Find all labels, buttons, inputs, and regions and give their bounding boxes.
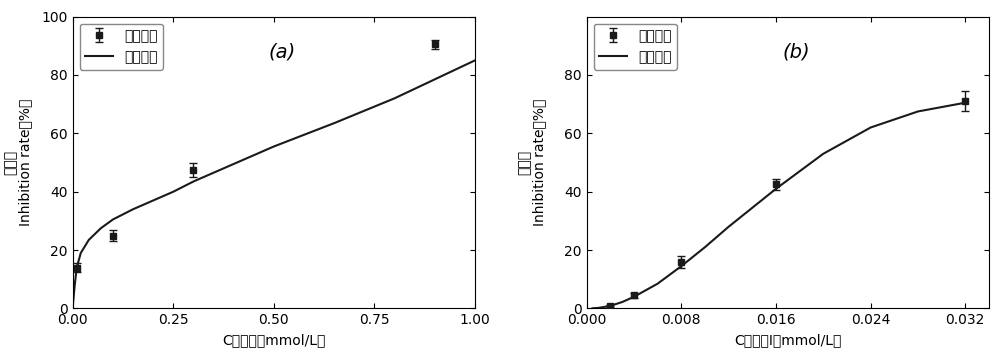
Text: (b): (b) (782, 42, 810, 61)
Y-axis label: Inhibition rate（%）: Inhibition rate（%） (532, 99, 546, 226)
Legend: 抑制曲线, 拟合曲线: 抑制曲线, 拟合曲线 (594, 24, 677, 69)
Text: 抑制率: 抑制率 (517, 150, 531, 175)
Y-axis label: Inhibition rate（%）: Inhibition rate（%） (18, 99, 32, 226)
Legend: 抑制曲线, 拟合曲线: 抑制曲线, 拟合曲线 (80, 24, 163, 69)
X-axis label: C血根碱（mmol/L）: C血根碱（mmol/L） (222, 333, 326, 347)
Text: (a): (a) (268, 42, 296, 61)
X-axis label: C化合物Ⅰ（mmol/L）: C化合物Ⅰ（mmol/L） (734, 333, 841, 347)
Text: 抑制率: 抑制率 (3, 150, 17, 175)
